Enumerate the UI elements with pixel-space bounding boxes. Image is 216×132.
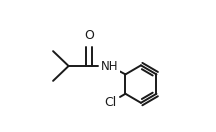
Text: Cl: Cl xyxy=(104,96,116,109)
Text: NH: NH xyxy=(101,60,119,72)
Text: O: O xyxy=(84,29,94,42)
